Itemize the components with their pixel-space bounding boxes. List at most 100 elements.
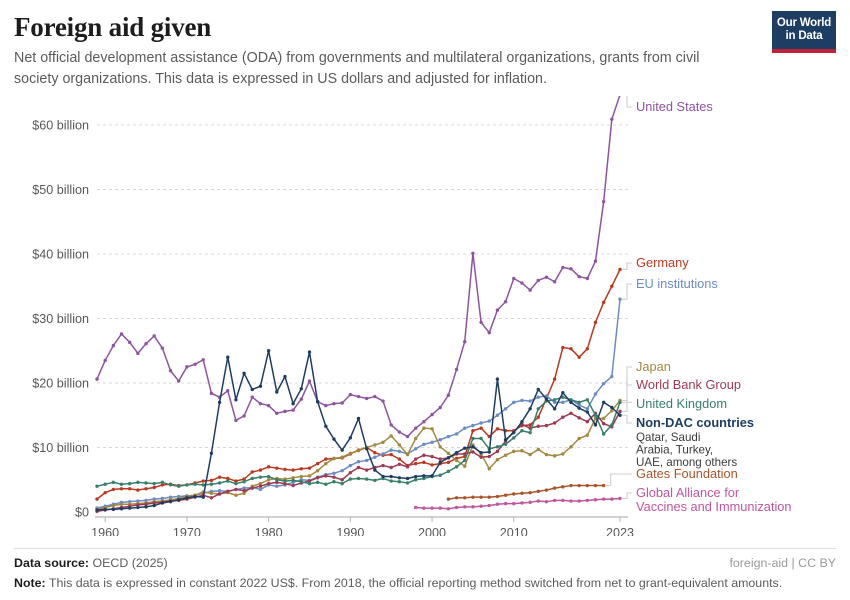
data-point[interactable]: [127, 499, 132, 504]
data-point[interactable]: [144, 498, 148, 503]
data-point[interactable]: [503, 442, 508, 446]
data-point[interactable]: [520, 501, 524, 505]
data-point[interactable]: [389, 474, 393, 479]
legend-label[interactable]: United States: [636, 99, 713, 114]
data-point[interactable]: [601, 300, 606, 305]
data-point[interactable]: [422, 426, 426, 430]
data-point[interactable]: [585, 433, 590, 437]
data-point[interactable]: [234, 481, 238, 486]
data-point[interactable]: [601, 483, 606, 488]
data-point[interactable]: [389, 448, 393, 452]
data-point[interactable]: [144, 505, 148, 509]
data-point[interactable]: [593, 423, 598, 427]
data-point[interactable]: [201, 479, 205, 483]
data-point[interactable]: [258, 475, 263, 479]
data-point[interactable]: [275, 390, 279, 394]
data-point[interactable]: [103, 482, 107, 486]
data-point[interactable]: [569, 267, 573, 271]
data-point[interactable]: [536, 447, 540, 452]
data-point[interactable]: [201, 358, 205, 362]
data-point[interactable]: [414, 505, 418, 510]
data-point[interactable]: [414, 461, 418, 466]
data-point[interactable]: [520, 449, 524, 453]
data-point[interactable]: [528, 430, 532, 435]
data-point[interactable]: [381, 474, 385, 479]
legend-label[interactable]: Global Alliance for Vaccines and Immuniza…: [636, 485, 792, 514]
data-point[interactable]: [610, 409, 614, 413]
data-point[interactable]: [544, 499, 549, 504]
data-point[interactable]: [610, 117, 614, 121]
data-point[interactable]: [299, 474, 303, 479]
legend-label[interactable]: United Kingdom: [636, 396, 727, 411]
data-point[interactable]: [291, 483, 295, 488]
data-point[interactable]: [430, 474, 434, 478]
data-point[interactable]: [479, 436, 483, 441]
data-point[interactable]: [593, 483, 598, 488]
data-point[interactable]: [389, 434, 393, 438]
data-point[interactable]: [136, 503, 140, 507]
data-point[interactable]: [144, 502, 148, 506]
legend-entry-germany[interactable]: Germany: [622, 255, 689, 271]
data-point[interactable]: [136, 351, 140, 356]
legend-label[interactable]: Germany: [636, 255, 689, 270]
data-point[interactable]: [487, 454, 491, 459]
data-point[interactable]: [528, 399, 532, 403]
data-point[interactable]: [520, 491, 524, 495]
series-gates-foundation[interactable]: [446, 483, 606, 501]
data-point[interactable]: [536, 415, 540, 419]
data-point[interactable]: [111, 503, 116, 508]
data-point[interactable]: [471, 445, 475, 449]
data-point[interactable]: [577, 274, 581, 279]
data-point[interactable]: [168, 483, 173, 487]
data-point[interactable]: [479, 495, 483, 499]
data-point[interactable]: [356, 465, 361, 470]
data-point[interactable]: [250, 470, 254, 474]
data-point[interactable]: [463, 505, 467, 509]
data-point[interactable]: [315, 400, 320, 404]
data-point[interactable]: [397, 443, 402, 447]
data-point[interactable]: [348, 470, 353, 475]
data-point[interactable]: [242, 414, 246, 418]
data-point[interactable]: [610, 497, 614, 501]
series-global-alliance-for-vaccines-and-immunization[interactable]: [414, 496, 622, 511]
data-point[interactable]: [250, 486, 254, 490]
data-point[interactable]: [463, 496, 467, 500]
data-point[interactable]: [585, 398, 590, 402]
data-point[interactable]: [111, 487, 116, 492]
legend-entry-global-alliance-for-vaccines-and-immunization[interactable]: Global Alliance for Vaccines and Immuniza…: [622, 485, 792, 514]
data-point[interactable]: [160, 346, 165, 350]
data-point[interactable]: [528, 407, 532, 411]
data-point[interactable]: [119, 332, 124, 336]
data-point[interactable]: [430, 427, 434, 431]
data-point[interactable]: [446, 507, 451, 511]
data-point[interactable]: [503, 407, 508, 411]
data-point[interactable]: [226, 476, 230, 481]
data-point[interactable]: [438, 405, 442, 410]
data-point[interactable]: [160, 480, 165, 485]
data-point[interactable]: [430, 454, 434, 459]
data-point[interactable]: [168, 499, 173, 504]
data-point[interactable]: [471, 423, 475, 428]
data-point[interactable]: [585, 276, 590, 281]
data-point[interactable]: [299, 387, 303, 391]
data-point[interactable]: [463, 452, 467, 456]
data-point[interactable]: [291, 478, 295, 483]
data-point[interactable]: [397, 479, 402, 484]
data-point[interactable]: [463, 458, 467, 463]
data-point[interactable]: [332, 456, 336, 461]
data-point[interactable]: [552, 486, 557, 490]
data-point[interactable]: [258, 487, 263, 492]
data-point[interactable]: [258, 484, 263, 488]
data-point[interactable]: [446, 469, 451, 474]
data-point[interactable]: [266, 481, 271, 486]
data-point[interactable]: [226, 389, 230, 393]
data-point[interactable]: [503, 501, 508, 506]
data-point[interactable]: [446, 460, 451, 465]
data-point[interactable]: [528, 423, 532, 427]
data-point[interactable]: [136, 488, 140, 492]
data-point[interactable]: [275, 411, 279, 416]
data-point[interactable]: [397, 430, 402, 434]
data-point[interactable]: [307, 479, 312, 483]
data-point[interactable]: [226, 479, 230, 483]
data-point[interactable]: [552, 377, 557, 381]
